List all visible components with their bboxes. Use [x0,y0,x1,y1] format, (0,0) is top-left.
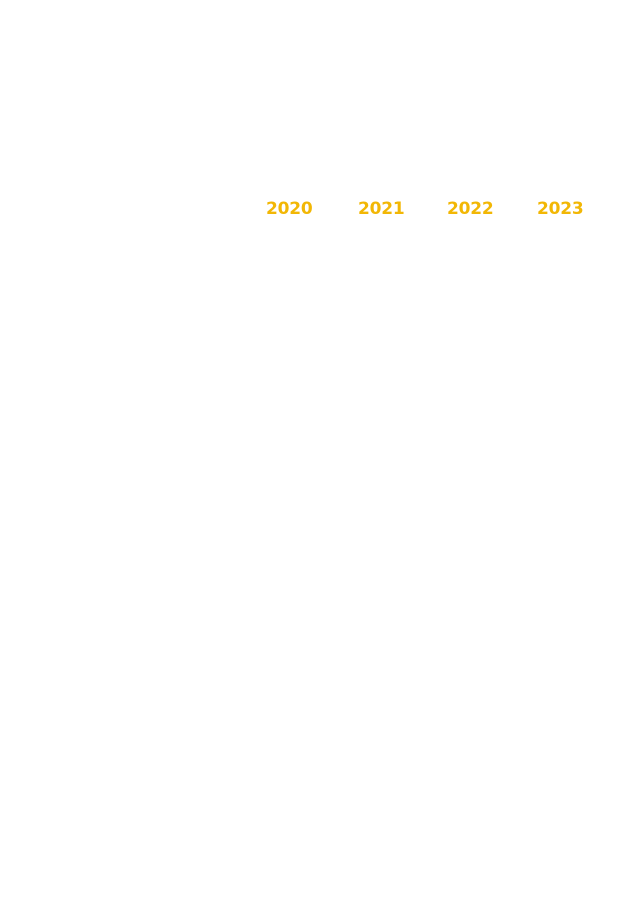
year-tabs: 2020 2021 2022 2023 [260,196,600,222]
year-tab-2023[interactable]: 2023 [537,199,584,219]
year-tab-2020[interactable]: 2020 [266,199,313,219]
year-tab-2022[interactable]: 2022 [447,199,494,219]
year-tab-2021[interactable]: 2021 [358,199,405,219]
